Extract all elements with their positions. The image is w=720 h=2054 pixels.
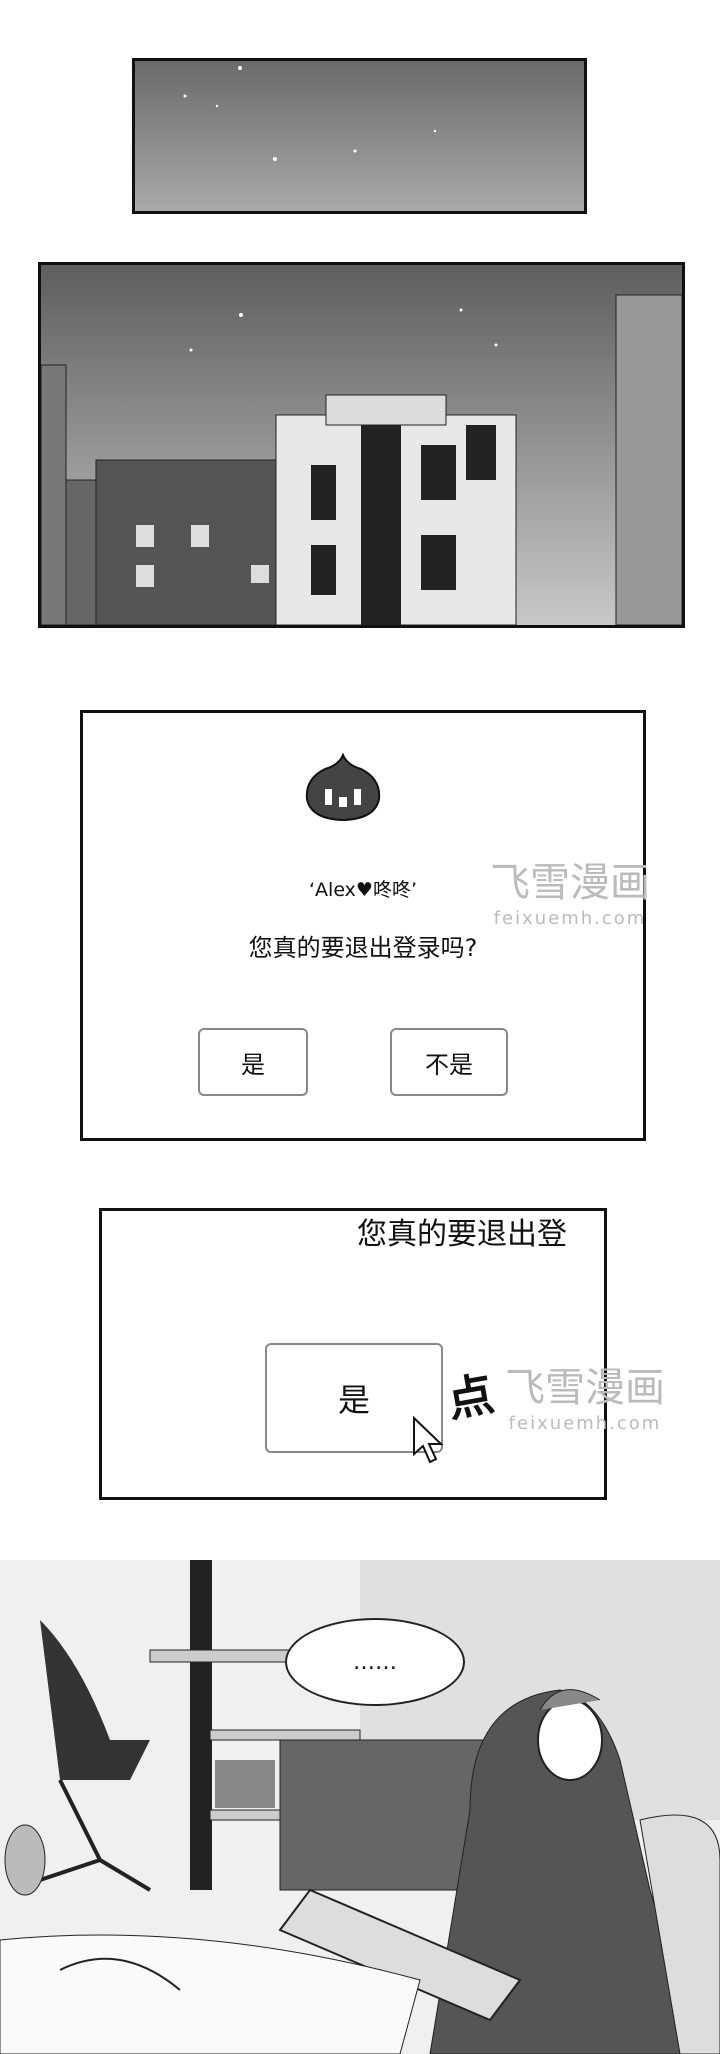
room-scene-panel: …… <box>0 1560 720 2054</box>
watermark: 飞雪漫画 feixuemh.com <box>455 850 685 929</box>
mouse-cursor-icon <box>413 1416 444 1464</box>
buildings-illustration <box>41 294 682 625</box>
watermark-title-2: 飞雪漫画 <box>505 1365 665 1411</box>
night-sky-panel <box>132 58 587 214</box>
partial-question-text: 您真的要退出登 <box>357 1217 567 1252</box>
watermark-url: feixuemh.com <box>493 908 647 929</box>
cityscape-panel <box>38 262 685 628</box>
chestnut-avatar-icon <box>305 753 381 822</box>
yes-button[interactable]: 是 <box>198 1028 308 1096</box>
stars-illustration <box>183 66 437 161</box>
no-button[interactable]: 不是 <box>390 1028 508 1096</box>
watermark-2: 飞雪漫画 feixuemh.com <box>470 1355 700 1434</box>
speech-bubble: …… <box>285 1618 465 1706</box>
zoom-click-panel: 您真的要退出登 是 点 <box>99 1208 607 1500</box>
watermark-title: 飞雪漫画 <box>490 860 650 906</box>
dialog-question: 您真的要退出登录吗? <box>248 934 478 962</box>
dialog-username: ‘Alex♥咚咚’ <box>309 879 417 901</box>
logout-dialog-panel: ‘Alex♥咚咚’ 您真的要退出登录吗? 是 不是 <box>80 710 646 1141</box>
watermark-url-2: feixuemh.com <box>508 1413 662 1434</box>
